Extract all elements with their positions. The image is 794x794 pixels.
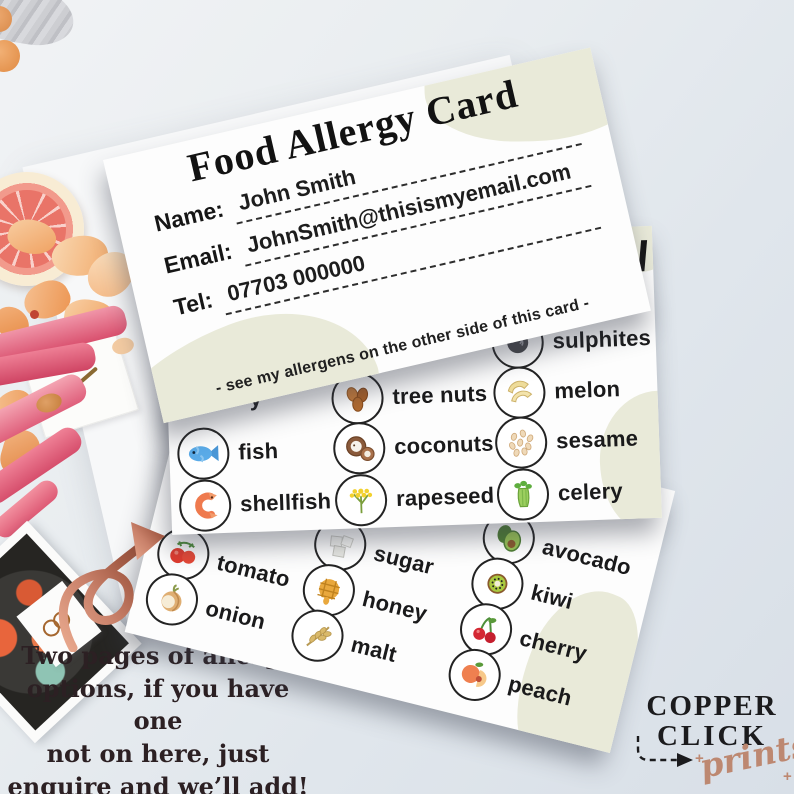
allergen-item: avocado [477, 506, 637, 594]
celery-icon [496, 467, 550, 522]
avocado-icon [477, 506, 541, 570]
allergen-label: celery [557, 478, 624, 506]
allergen-item: coconuts [332, 418, 494, 476]
allergen-label: sesame [555, 425, 639, 454]
allergen-item: tomato [151, 522, 296, 605]
allergen-item: cherry [454, 597, 593, 680]
copper-spiral-arrow [58, 522, 165, 652]
logo-word-copper: COPPER [646, 690, 778, 722]
allergen-label: rapeseed [395, 482, 495, 511]
coconuts-icon [332, 421, 387, 476]
fish-icon [176, 426, 231, 481]
allergen-label: tree nuts [392, 380, 488, 410]
copper-click-prints-logo: COPPER CLICK + prints + [633, 690, 794, 786]
allergen-item: celery [496, 465, 624, 522]
allergen-label: kiwi [528, 579, 576, 615]
orange-fruit [0, 40, 20, 72]
allergen-item: malt [285, 604, 402, 680]
allergen-item: peach [443, 643, 577, 724]
orange-fruit [0, 6, 12, 32]
allergen-label: shellfish [239, 488, 332, 517]
tree-nuts-icon [330, 371, 385, 426]
allergen-item: kiwi [465, 552, 579, 627]
caption-line: not on here, just [46, 738, 270, 768]
allergen-label: melon [553, 376, 621, 404]
honey-icon [297, 558, 361, 622]
email-label: Email: [161, 237, 235, 279]
allergen-label: peach [505, 670, 575, 711]
plus-mark: + [783, 768, 792, 785]
shellfish-icon [178, 478, 233, 533]
allergen-label: coconuts [393, 430, 495, 460]
plus-mark: + [695, 750, 704, 767]
allergen-card-page2: avocado sugar kiwi tomato honey cherry o… [124, 370, 676, 753]
allergen-card-page1: y sulphites tree nuts melon fish coconut… [162, 225, 662, 535]
sugar-icon [308, 513, 372, 577]
peach-icon [443, 643, 507, 707]
allergen-item: onion [140, 567, 271, 648]
name-label: Name: [151, 195, 227, 237]
onion-icon [140, 567, 204, 631]
allergen-item: rapeseed [334, 470, 495, 528]
caption-line: enquire and we’ll add! [7, 771, 309, 794]
rapeseed-icon [334, 473, 388, 528]
allergen-item: shellfish [178, 475, 332, 533]
allergen-label: onion [203, 595, 269, 635]
allergen-label: sugar [371, 540, 437, 580]
cherry-icon [454, 597, 518, 661]
caption-line: options, if you have one [26, 673, 290, 736]
malt-icon [285, 604, 350, 668]
logo-word-click: CLICK [656, 719, 768, 752]
tel-label: Tel: [171, 286, 216, 321]
kiwi-icon [465, 552, 529, 616]
logo-dashed-arrow-icon [636, 736, 693, 767]
allergen-item: sugar [308, 513, 440, 593]
berry [30, 310, 39, 319]
allergen-item: honey [297, 558, 433, 640]
allergen-label: fish [237, 438, 279, 465]
allergen-item: fish [176, 425, 279, 481]
melon-icon [492, 365, 547, 420]
allergen-label: malt [348, 631, 400, 667]
allergen-item: melon [492, 363, 622, 420]
sesame-icon [494, 415, 549, 470]
allergen-item: tree nuts [330, 368, 488, 426]
allergen-item: sesame [494, 413, 639, 470]
tomato-icon [151, 522, 215, 586]
allergen-label: honey [359, 585, 430, 627]
